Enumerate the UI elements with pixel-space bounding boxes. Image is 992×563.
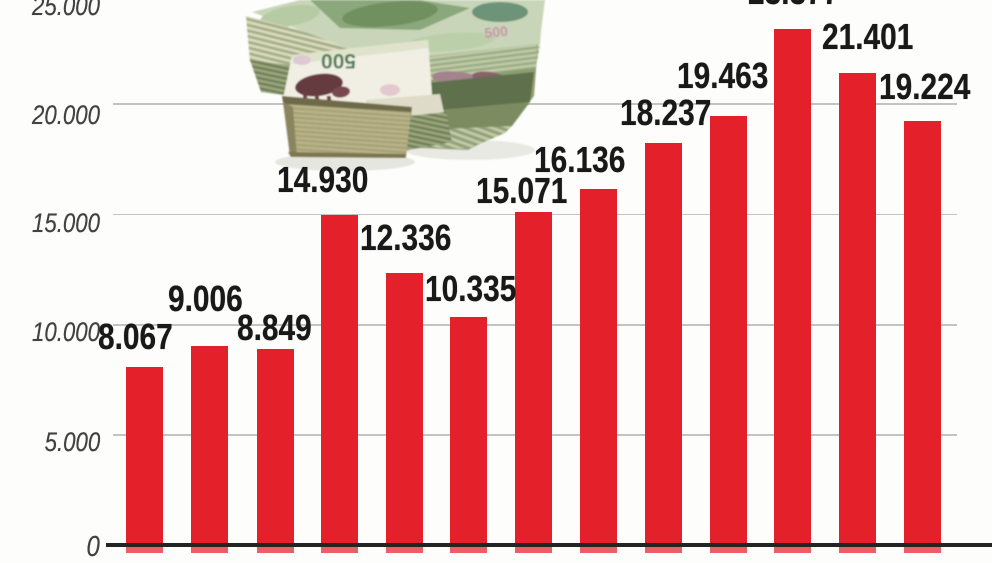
svg-text:500: 500	[484, 23, 509, 41]
svg-text:500: 500	[321, 49, 356, 72]
